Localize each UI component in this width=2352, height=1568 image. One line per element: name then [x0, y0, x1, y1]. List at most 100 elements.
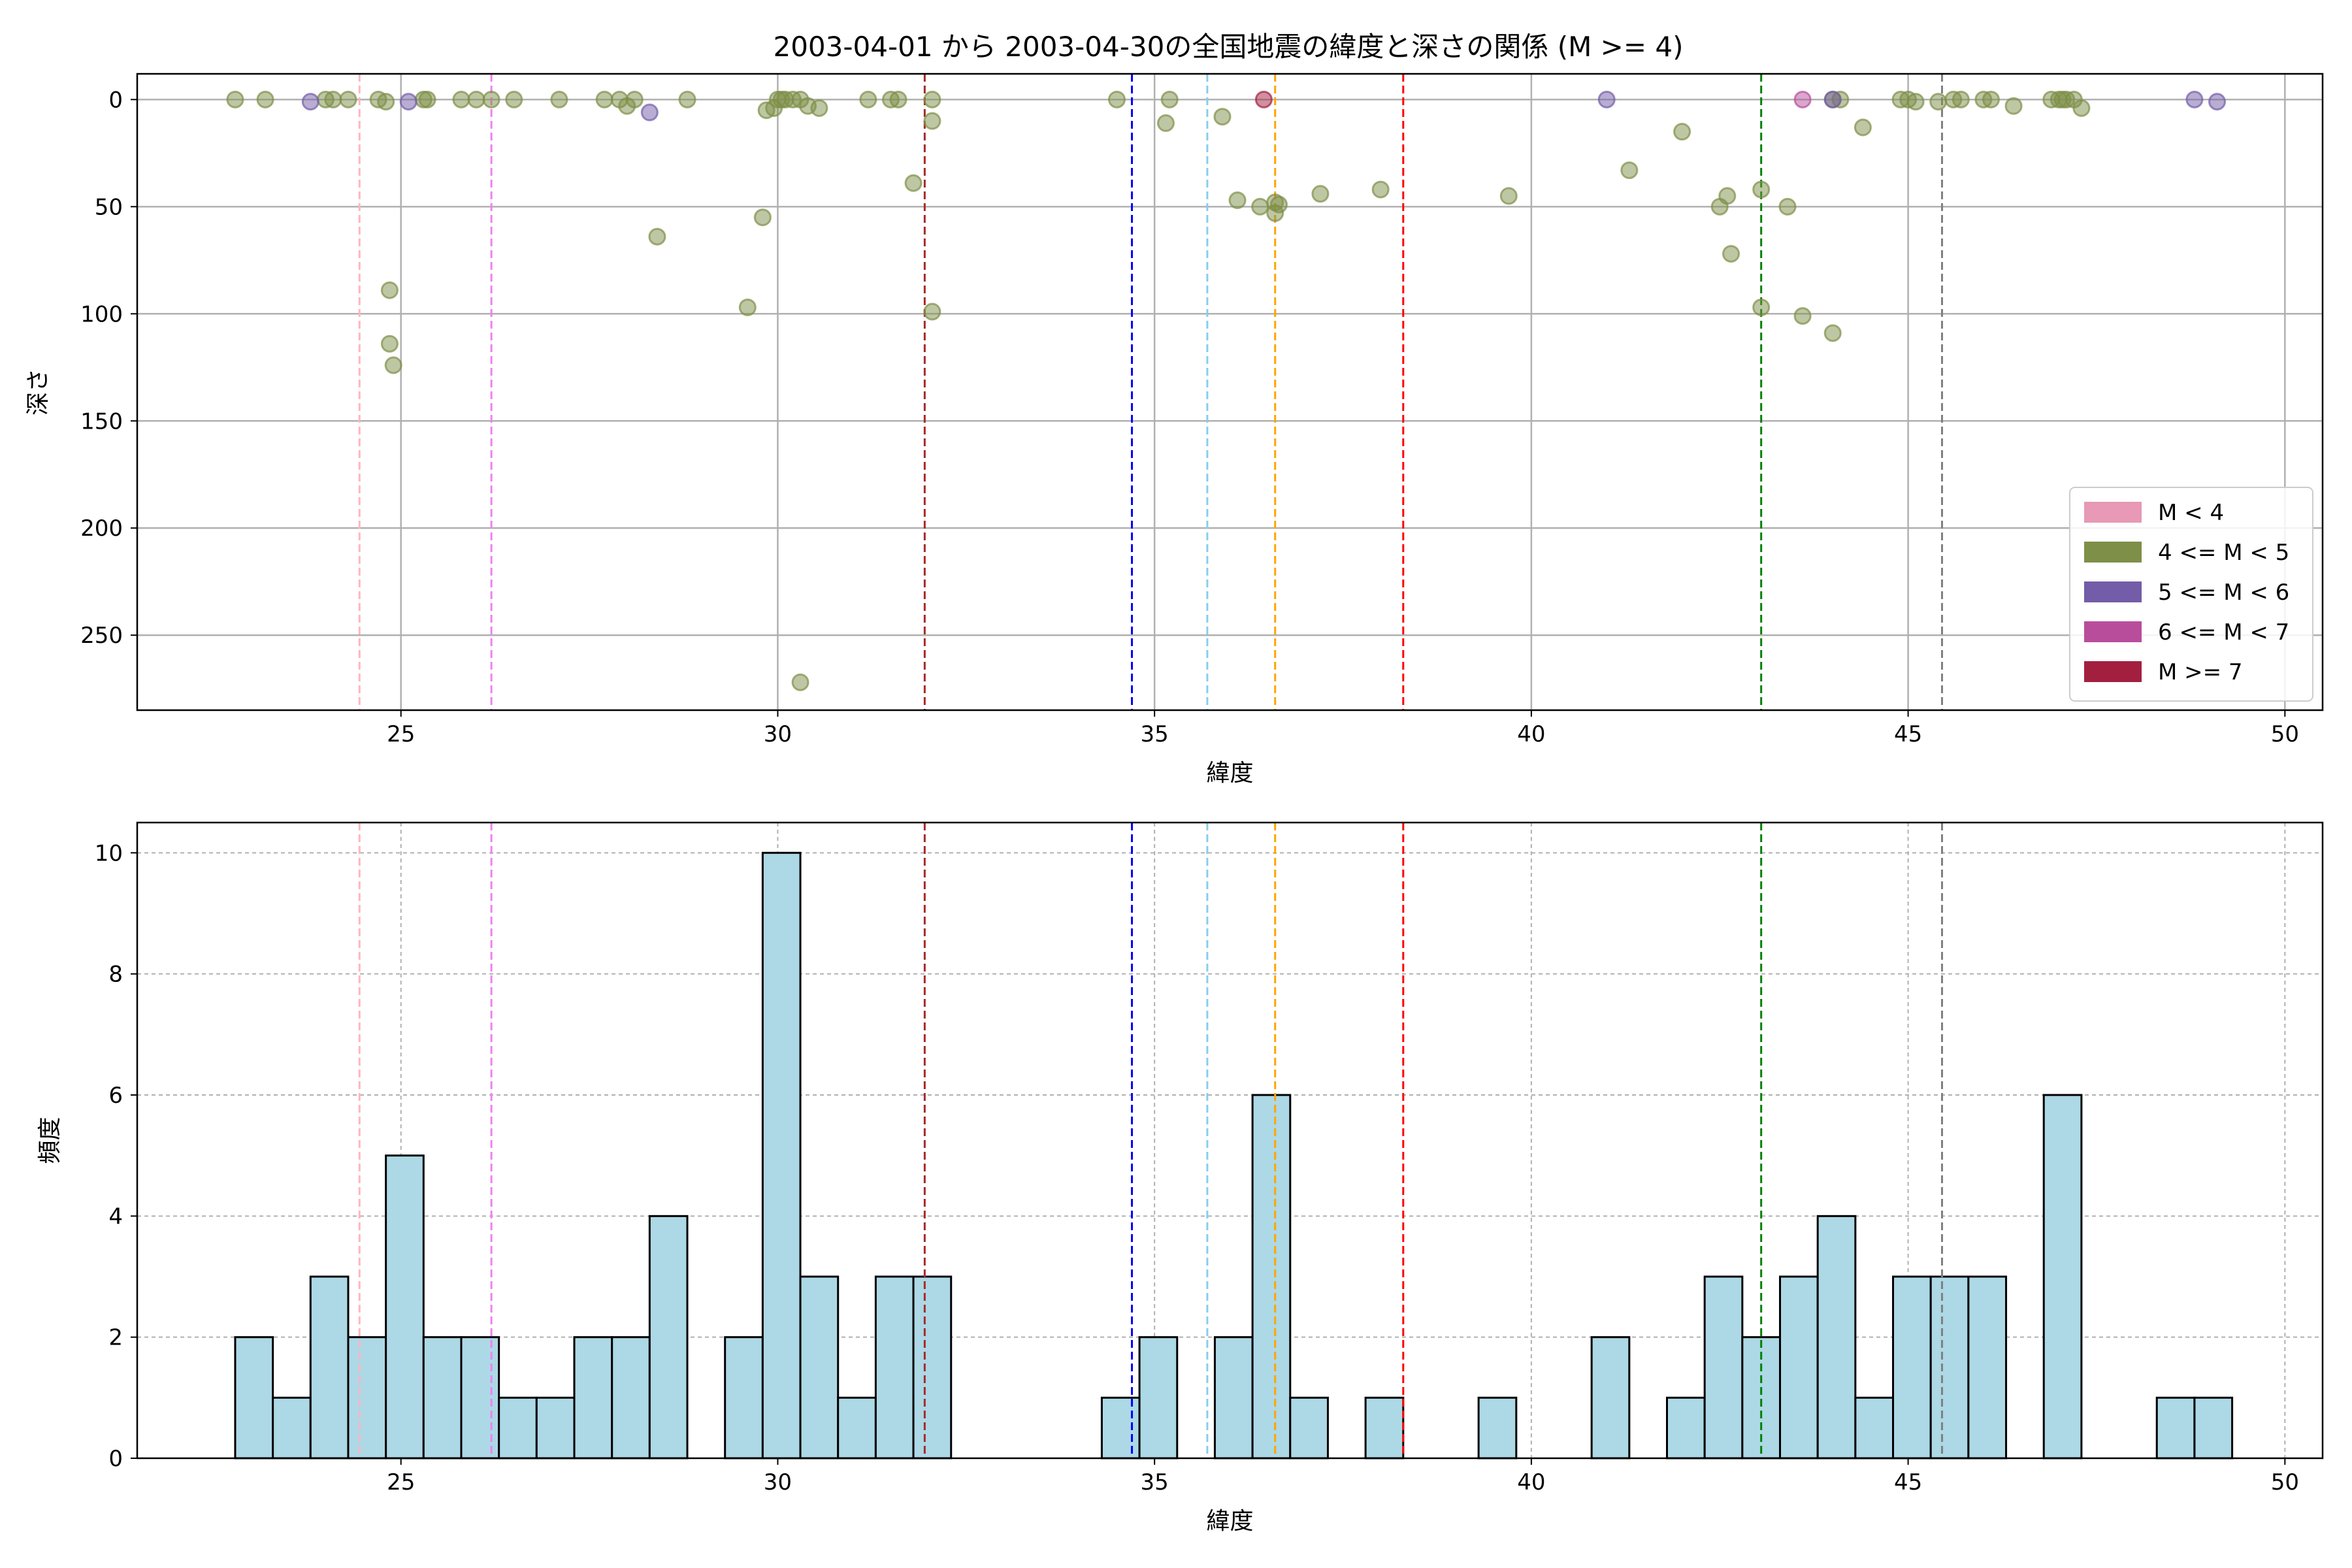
histogram-x-tick-label: 50 — [2271, 1469, 2299, 1495]
histogram-y-tick-label: 2 — [108, 1325, 123, 1351]
histogram-bar — [874, 1275, 915, 1460]
scatter-point — [923, 90, 941, 108]
histogram-reference-lines — [358, 823, 1944, 1458]
histogram-y-axis-label: 頻度 — [37, 1117, 63, 1164]
scatter-point — [380, 281, 399, 299]
scatter-point — [859, 90, 877, 108]
scatter-x-tick-label: 45 — [1894, 721, 1922, 747]
scatter-point — [380, 335, 399, 353]
scatter-y-tick-label: 0 — [108, 87, 123, 113]
histogram-bar — [1929, 1275, 1970, 1460]
scatter-x-tick-label: 35 — [1141, 721, 1169, 747]
scatter-point — [1906, 93, 1925, 111]
histogram-bar — [1477, 1396, 1518, 1460]
scatter-points — [226, 90, 2227, 691]
scatter-point — [753, 208, 772, 227]
scatter-point — [640, 103, 659, 122]
scatter-point — [904, 174, 923, 192]
legend-label: 6 <= M < 7 — [2158, 619, 2289, 645]
histogram-bar — [1213, 1336, 1254, 1460]
histogram-bar — [1590, 1336, 1631, 1460]
histogram-bar — [498, 1396, 538, 1460]
scatter-y-tick-label: 150 — [80, 408, 123, 434]
scatter-point — [324, 90, 342, 108]
legend-box — [2069, 487, 2313, 702]
scatter-point — [595, 90, 613, 108]
histogram-ticks: 25 30 35 40 45 50 0 2 4 6 8 10 — [95, 840, 2299, 1495]
scatter-x-tick-label: 40 — [1517, 721, 1545, 747]
histogram-bar — [2155, 1396, 2196, 1460]
scatter-y-tick-label: 250 — [80, 623, 123, 649]
scatter-y-tick-label: 100 — [80, 301, 123, 327]
histogram-bar — [347, 1336, 387, 1460]
scatter-point — [2004, 97, 2023, 115]
histogram-bar — [2193, 1396, 2234, 1460]
scatter-grid — [137, 74, 2323, 710]
histogram-x-axis-label: 緯度 — [1206, 1508, 1253, 1535]
histogram-x-tick-label: 30 — [764, 1469, 792, 1495]
scatter-point — [1778, 197, 1797, 216]
scatter-x-tick-label: 30 — [764, 721, 792, 747]
histogram-panel: 25 30 35 40 45 50 0 2 4 6 8 10 緯度 頻度 — [37, 821, 2324, 1535]
histogram-bar — [724, 1336, 764, 1460]
histogram-x-tick-label: 40 — [1517, 1469, 1545, 1495]
scatter-y-tick-label: 50 — [95, 194, 123, 220]
histogram-bar — [1967, 1275, 2008, 1460]
histogram-bars — [234, 851, 2234, 1460]
scatter-point — [377, 93, 395, 111]
scatter-point — [226, 90, 244, 108]
histogram-y-tick-label: 10 — [95, 840, 123, 866]
scatter-point — [1793, 90, 1812, 108]
scatter-point — [1499, 187, 1518, 205]
scatter-point — [1793, 307, 1812, 325]
scatter-point — [889, 90, 907, 108]
scatter-point — [1752, 180, 1771, 199]
scatter-ticks: 25 30 35 40 45 50 0 50 100 150 200 250 — [80, 87, 2299, 747]
legend-label: M >= 7 — [2158, 659, 2243, 685]
histogram-y-tick-label: 8 — [108, 962, 123, 988]
histogram-y-tick-label: 6 — [108, 1083, 123, 1109]
scatter-point — [1160, 90, 1179, 108]
scatter-point — [452, 90, 470, 108]
histogram-bar — [309, 1275, 350, 1460]
scatter-point — [923, 302, 941, 321]
scatter-point — [1982, 90, 2000, 108]
histogram-bar — [573, 1336, 613, 1460]
scatter-point — [301, 93, 319, 111]
scatter-point — [1620, 161, 1639, 180]
scatter-point — [256, 90, 274, 108]
histogram-bar — [799, 1275, 840, 1460]
legend-swatch — [2084, 581, 2142, 602]
histogram-bar — [648, 1215, 689, 1460]
histogram-bar — [535, 1396, 576, 1460]
legend: M < 4 4 <= M < 5 5 <= M < 6 6 <= M < 7 M >= … — [2069, 487, 2313, 702]
histogram-bar — [234, 1336, 274, 1460]
scatter-y-axis-label: 深さ — [25, 368, 52, 416]
scatter-point — [648, 227, 666, 246]
scatter-point — [1823, 324, 1842, 342]
histogram-bar — [272, 1396, 312, 1460]
scatter-point — [678, 90, 696, 108]
scatter-frame — [136, 73, 2324, 711]
scatter-point — [1371, 180, 1390, 199]
scatter-point — [1722, 244, 1740, 263]
histogram-bar — [2042, 1094, 2083, 1460]
histogram-bar — [1138, 1336, 1179, 1460]
scatter-point — [550, 90, 568, 108]
chart-title: 2003-04-01 から 2003-04-30の全国地震の緯度と深さの関係 (… — [773, 31, 1683, 63]
scatter-point — [418, 90, 436, 108]
histogram-frame — [136, 821, 2324, 1460]
scatter-panel: 25 30 35 40 45 50 0 50 100 150 200 250 緯度 深さ M < 4 4… — [25, 73, 2324, 787]
histogram-bar — [1854, 1396, 1895, 1460]
scatter-point — [1228, 191, 1247, 209]
histogram-bar — [1779, 1275, 1819, 1460]
histogram-bar — [1703, 1275, 1744, 1460]
histogram-bar — [1289, 1396, 1329, 1460]
scatter-point — [625, 90, 644, 108]
scatter-point — [2185, 90, 2204, 108]
scatter-x-axis-label: 緯度 — [1206, 760, 1253, 787]
histogram-y-tick-label: 4 — [108, 1203, 123, 1230]
scatter-point — [1251, 197, 1269, 216]
scatter-point — [1673, 123, 1691, 141]
